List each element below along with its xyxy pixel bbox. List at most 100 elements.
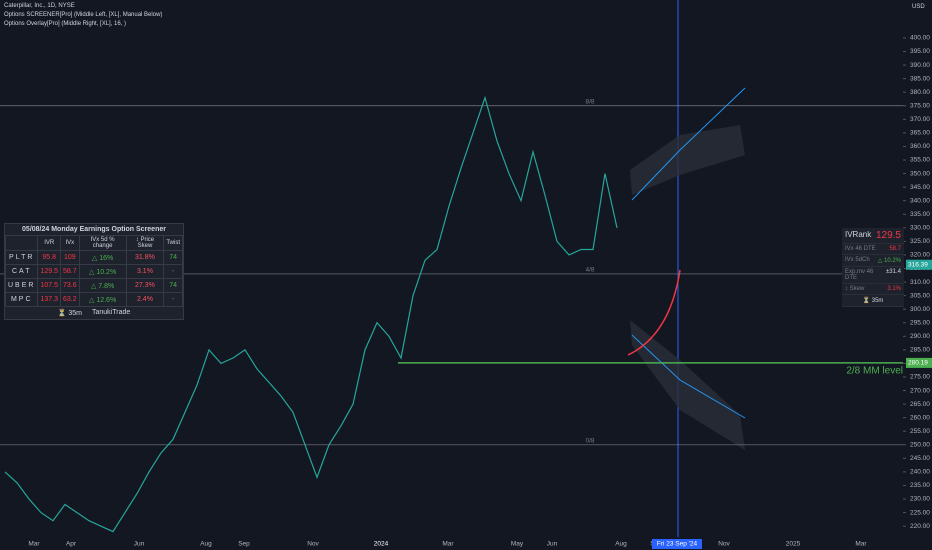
last-price: 316.39 — [908, 261, 928, 268]
y-tick-label: 390.00 — [910, 62, 930, 69]
indicator: Options Overlay[Pro] (Middle Right, [XL]… — [4, 21, 127, 27]
y-tick-label: 375.00 — [910, 102, 930, 109]
y-tick-label: 235.00 — [910, 482, 930, 489]
cell: 31.8% — [125, 250, 165, 265]
ivr-footer: ⏳ 35m — [862, 298, 884, 304]
cell: 74 — [163, 250, 183, 265]
level-label: 0/8 — [585, 438, 594, 445]
x-label: Mar — [855, 541, 867, 548]
cell: △ 10.2% — [78, 264, 127, 279]
lower-exp-line — [631, 334, 746, 419]
column-header: Twist — [163, 235, 183, 251]
ivr-val: 58.7 — [889, 246, 901, 252]
price-axis — [903, 0, 932, 550]
y-tick-label: 305.00 — [910, 292, 930, 299]
cell: 27.3% — [125, 278, 165, 293]
column-header: IVx — [59, 235, 80, 251]
ivr-value: 129.5 — [875, 230, 901, 241]
row: MPC 137.3 63.2 △ 12.6% 2.4% - — [4, 292, 183, 307]
cell: 107.5 — [37, 278, 61, 293]
footer-text: TanukiTrade — [92, 309, 131, 316]
row: CAT 129.5 58.7 △ 10.2% 3.1% - — [4, 264, 183, 279]
y-tick-label: 350.00 — [910, 170, 930, 177]
footer-text: ⏳ 35m — [57, 310, 82, 317]
ivr-row: IVx 5dCh △ 10.2% — [842, 255, 904, 267]
ivr-title: IVRank — [845, 230, 872, 239]
ivr-title-row: IVRank 129.5 — [842, 228, 904, 244]
mm-level-label: 2/8 MM level — [846, 366, 903, 377]
row: PLTR 95.8 109 △ 16% 31.8% 74 — [4, 250, 183, 265]
cell: 129.5 — [37, 264, 61, 279]
cell: 73.6 — [59, 278, 80, 293]
ivr-label: IVx 5dCh — [845, 257, 870, 263]
y-tick-label: 385.00 — [910, 75, 930, 82]
cell: 2.4% — [125, 292, 165, 307]
x-label: Fri 23 Sep '24 — [657, 541, 698, 548]
x-label: Mar — [28, 541, 40, 548]
ivr-val: △ 10.2% — [877, 258, 901, 264]
x-label: Mar — [442, 541, 454, 548]
currency: USD — [912, 4, 925, 10]
indicator: Options SCREENER[Pro] (Middle Left, [XL]… — [4, 12, 163, 18]
cell: 58.7 — [59, 264, 80, 279]
y-tick-label: 260.00 — [910, 414, 930, 421]
x-label: Aug — [200, 541, 212, 548]
y-tick-label: 265.00 — [910, 401, 930, 408]
last-badge — [906, 259, 932, 270]
column-header: IVR — [37, 235, 61, 251]
screener-footer: ⏳ 35m TanukiTrade — [5, 307, 183, 319]
header-row: IVR IVx IVx 5d % change ↕ Price Skew Twist — [4, 235, 183, 251]
y-tick-label: 230.00 — [910, 496, 930, 503]
cell: △ 12.6% — [78, 292, 127, 307]
y-tick-label: 400.00 — [910, 35, 930, 42]
y-tick-label: 285.00 — [910, 347, 930, 354]
row: UBER 107.5 73.6 △ 7.8% 27.3% 74 — [4, 278, 183, 293]
y-tick-label: 300.00 — [910, 306, 930, 313]
y-tick-label: 245.00 — [910, 455, 930, 462]
x-label: Jun — [134, 541, 145, 548]
cell: PLTR — [4, 250, 39, 265]
y-tick-label: 225.00 — [910, 509, 930, 516]
y-tick-label: 380.00 — [910, 89, 930, 96]
cell: 95.8 — [37, 250, 61, 265]
x-label: Aug — [615, 541, 627, 548]
cell: - — [163, 292, 183, 307]
y-tick-label: 320.00 — [910, 252, 930, 259]
y-tick-label: 310.00 — [910, 279, 930, 286]
y-tick-label: 270.00 — [910, 387, 930, 394]
ivr-label: ↕ Skew — [845, 286, 865, 292]
y-tick-label: 295.00 — [910, 319, 930, 326]
ivr-row: Exp.mv 46 DTE ±31.4 — [842, 267, 904, 284]
upper-exp-line — [631, 87, 746, 201]
cell: △ 16% — [78, 250, 127, 265]
x-label: Nov — [307, 541, 319, 548]
ivr-val: 3.1% — [887, 286, 901, 292]
y-tick-label: 330.00 — [910, 225, 930, 232]
y-tick-label: 250.00 — [910, 442, 930, 449]
x-label: May — [511, 541, 524, 548]
screener: 05/08/24 Monday Earnings Option Screener… — [4, 223, 184, 320]
y-tick-label: 355.00 — [910, 157, 930, 164]
price-line — [4, 95, 618, 533]
cell: 63.2 — [59, 292, 80, 307]
screener-table: IVR IVx IVx 5d % change ↕ Price Skew Twist PL… — [4, 235, 183, 307]
y-tick-label: 325.00 — [910, 238, 930, 245]
y-tick-label: 360.00 — [910, 143, 930, 150]
x-label: 2025 — [786, 541, 801, 548]
ivr-row: IVx 46 DTE 58.7 — [842, 244, 904, 255]
column-header: IVx 5d % change — [78, 235, 127, 251]
y-tick-label: 220.00 — [910, 523, 930, 530]
cell: MPC — [4, 292, 39, 307]
x-label: Apr — [66, 541, 77, 548]
x-label: Jun — [547, 541, 558, 548]
mm-badge — [906, 357, 932, 368]
cell — [4, 235, 39, 251]
cell: 109 — [59, 250, 80, 265]
lower-cone — [630, 320, 745, 450]
column-header: ↕ Price Skew — [125, 235, 165, 251]
upper-cone — [630, 125, 745, 195]
level-label: 8/8 — [585, 98, 594, 105]
y-tick-label: 335.00 — [910, 211, 930, 218]
